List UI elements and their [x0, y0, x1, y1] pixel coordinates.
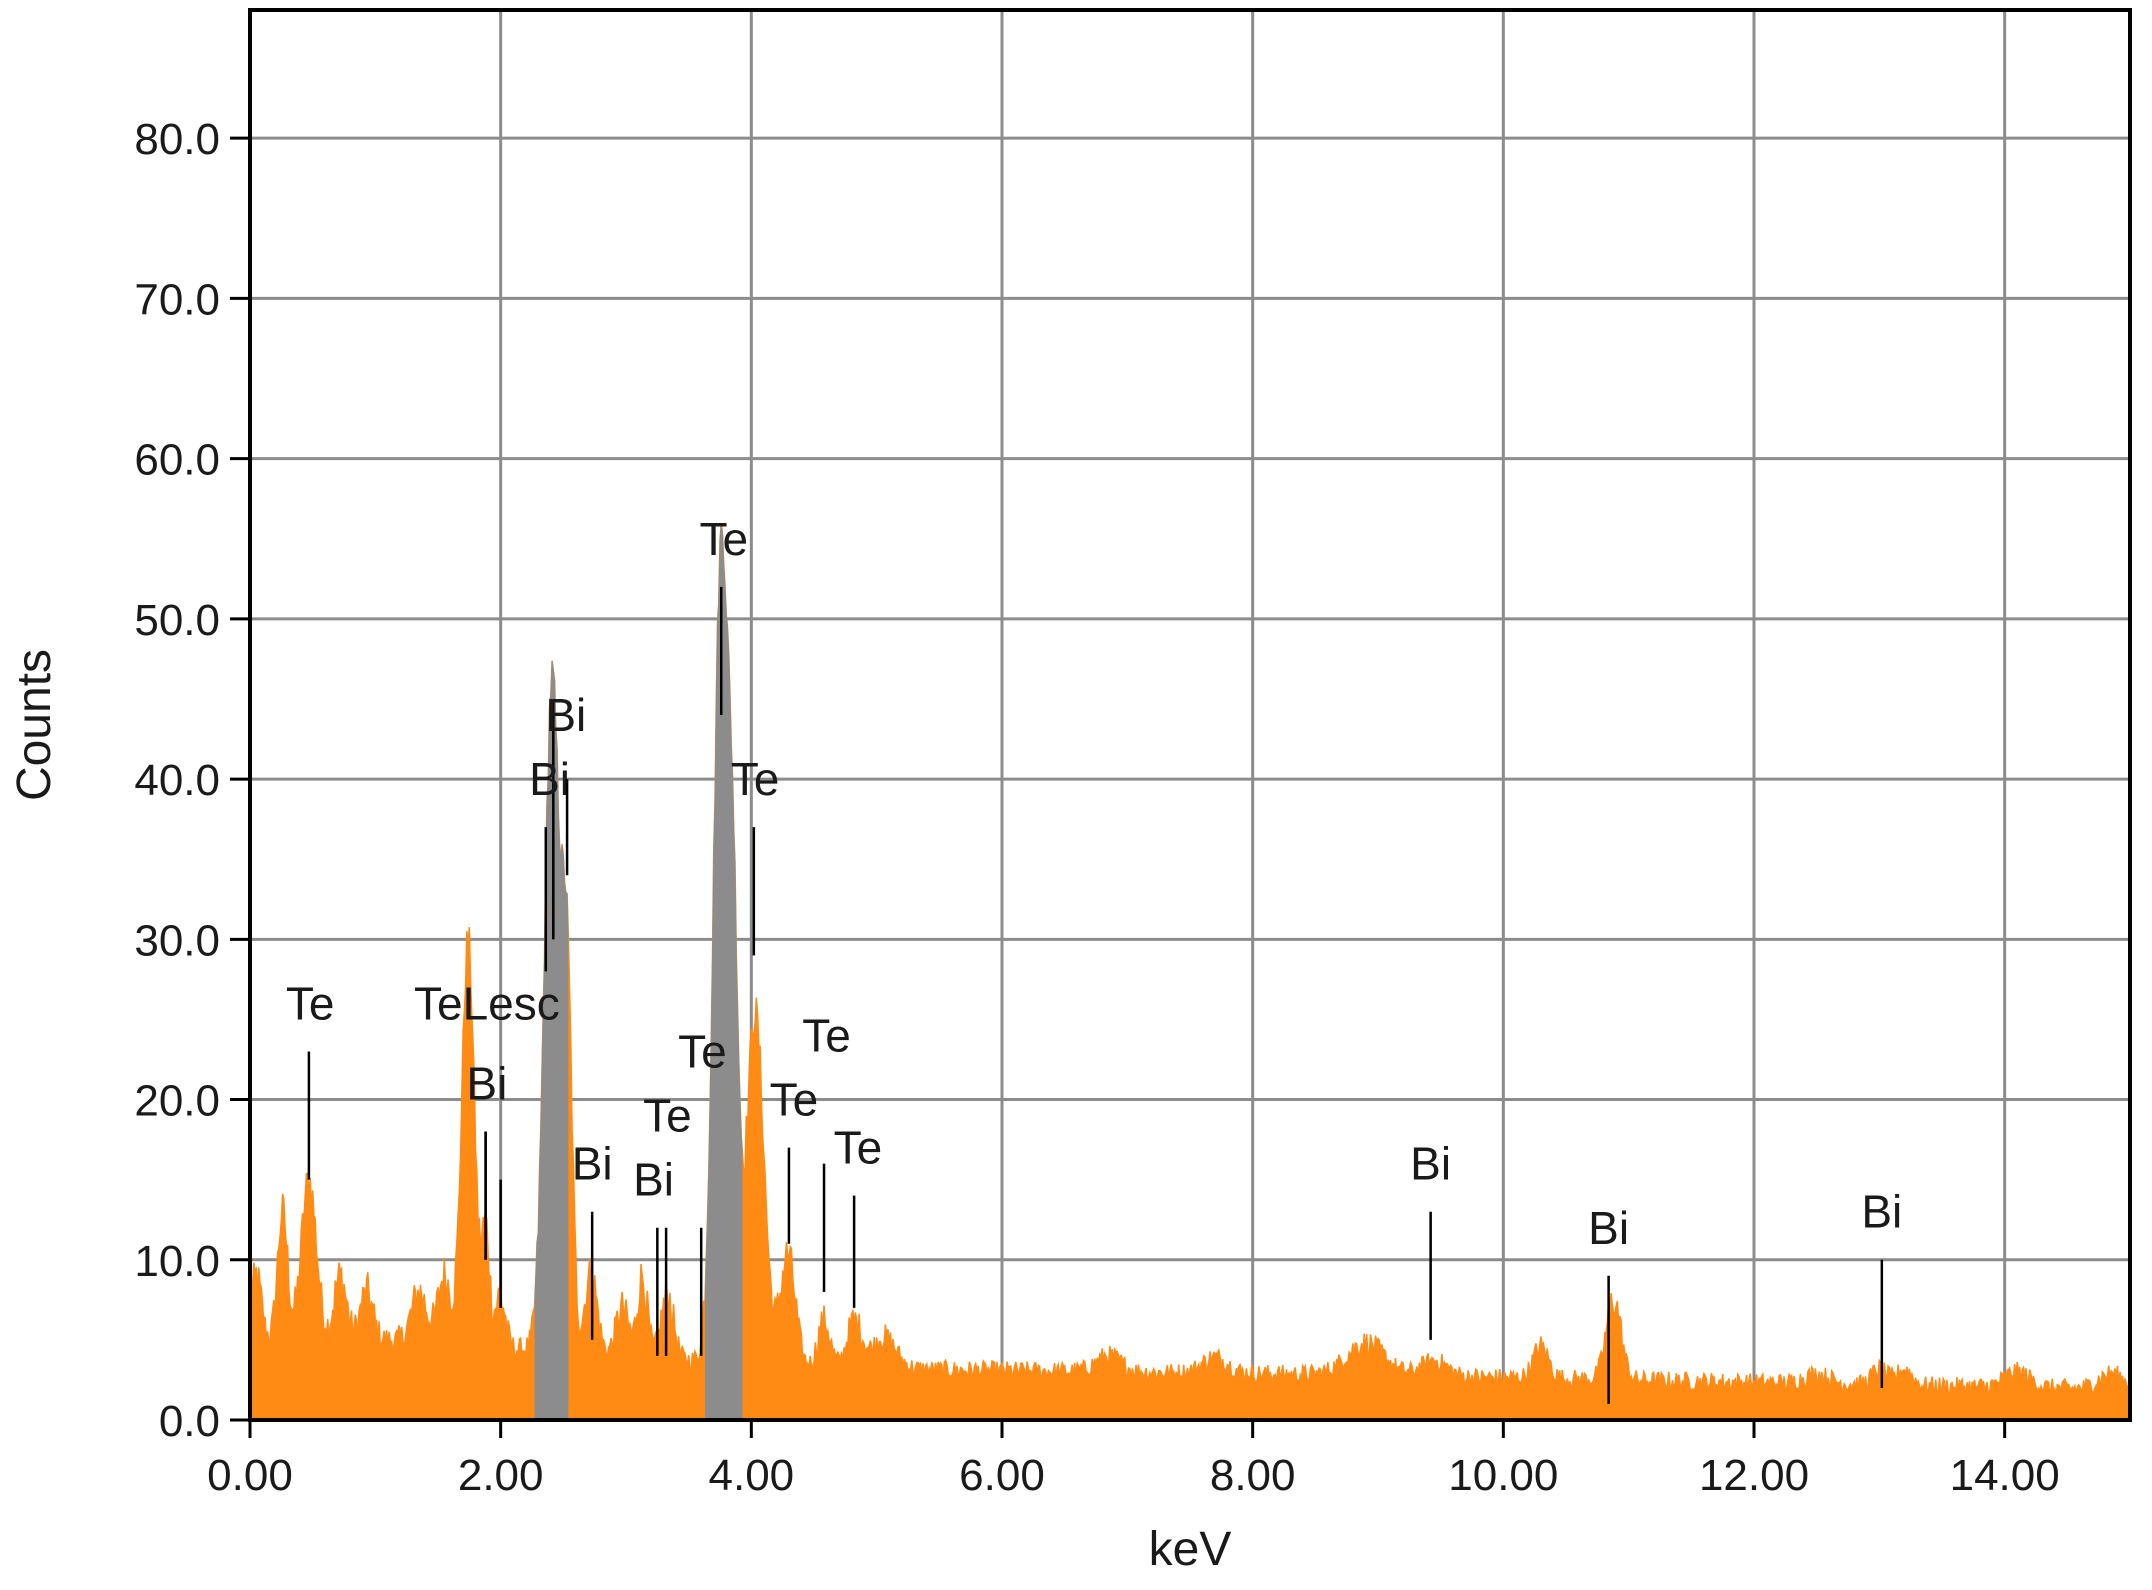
- y-tick-label-0: 0.0: [159, 1397, 220, 1446]
- x-tick-label-2: 4.00: [709, 1451, 795, 1500]
- y-axis-title: Counts: [8, 649, 61, 801]
- peak-label-7: Bi: [572, 1138, 613, 1190]
- roi-band-0: [534, 660, 569, 1420]
- peak-label-10: Te: [678, 1026, 727, 1078]
- x-tick-label-3: 6.00: [959, 1451, 1045, 1500]
- peak-label-13: Te: [770, 1074, 819, 1126]
- y-tick-label-7: 70.0: [134, 275, 220, 324]
- x-tick-label-7: 14.00: [1950, 1451, 2060, 1500]
- y-tick-label-8: 80.0: [134, 115, 220, 164]
- peak-label-14: Te: [802, 1009, 851, 1061]
- peak-label-16: Bi: [1410, 1138, 1451, 1190]
- y-tick-label-4: 40.0: [134, 756, 220, 805]
- y-axis-ticks: 0.0 10.0 20.0 30.0 40.0 50.0 60.0 70.0 80.0: [134, 115, 250, 1446]
- peak-markers: Te TeLesc Bi Bi Bi Bi Bi Te Te Te Te Te Te Te Bi Bi Bi: [286, 513, 1902, 1404]
- peak-label-12: Te: [731, 753, 780, 805]
- peak-label-9: Te: [643, 1090, 692, 1142]
- peak-label-15: Te: [834, 1122, 883, 1174]
- y-tick-label-1: 10.0: [134, 1237, 220, 1286]
- peak-label-4: Bi: [545, 689, 586, 741]
- y-tick-label-6: 60.0: [134, 436, 220, 485]
- x-axis-ticks: 0.00 2.00 4.00 6.00 8.00 10.00 12.00 14.00: [207, 1420, 2060, 1500]
- y-tick-label-5: 50.0: [134, 596, 220, 645]
- peak-label-1: TeLesc: [414, 977, 560, 1029]
- x-axis-title: keV: [1149, 1523, 1232, 1576]
- peak-label-5: Bi: [529, 753, 570, 805]
- peak-label-0: Te: [286, 977, 335, 1029]
- peak-label-8: Bi: [633, 1154, 674, 1206]
- peak-label-2: Bi: [466, 1058, 507, 1110]
- peak-label-17: Bi: [1588, 1202, 1629, 1254]
- y-tick-label-2: 20.0: [134, 1077, 220, 1126]
- x-tick-label-6: 12.00: [1699, 1451, 1809, 1500]
- roi-fills: [534, 523, 743, 1420]
- x-tick-label-1: 2.00: [458, 1451, 544, 1500]
- plot-frame: [248, 8, 2132, 1422]
- y-tick-label-3: 30.0: [134, 916, 220, 965]
- x-tick-label-5: 10.00: [1448, 1451, 1558, 1500]
- x-tick-label-4: 8.00: [1210, 1451, 1296, 1500]
- peak-label-18: Bi: [1861, 1186, 1902, 1238]
- peak-label-11: Te: [699, 513, 748, 565]
- roi-band-1: [704, 523, 743, 1420]
- x-tick-label-0: 0.00: [207, 1451, 293, 1500]
